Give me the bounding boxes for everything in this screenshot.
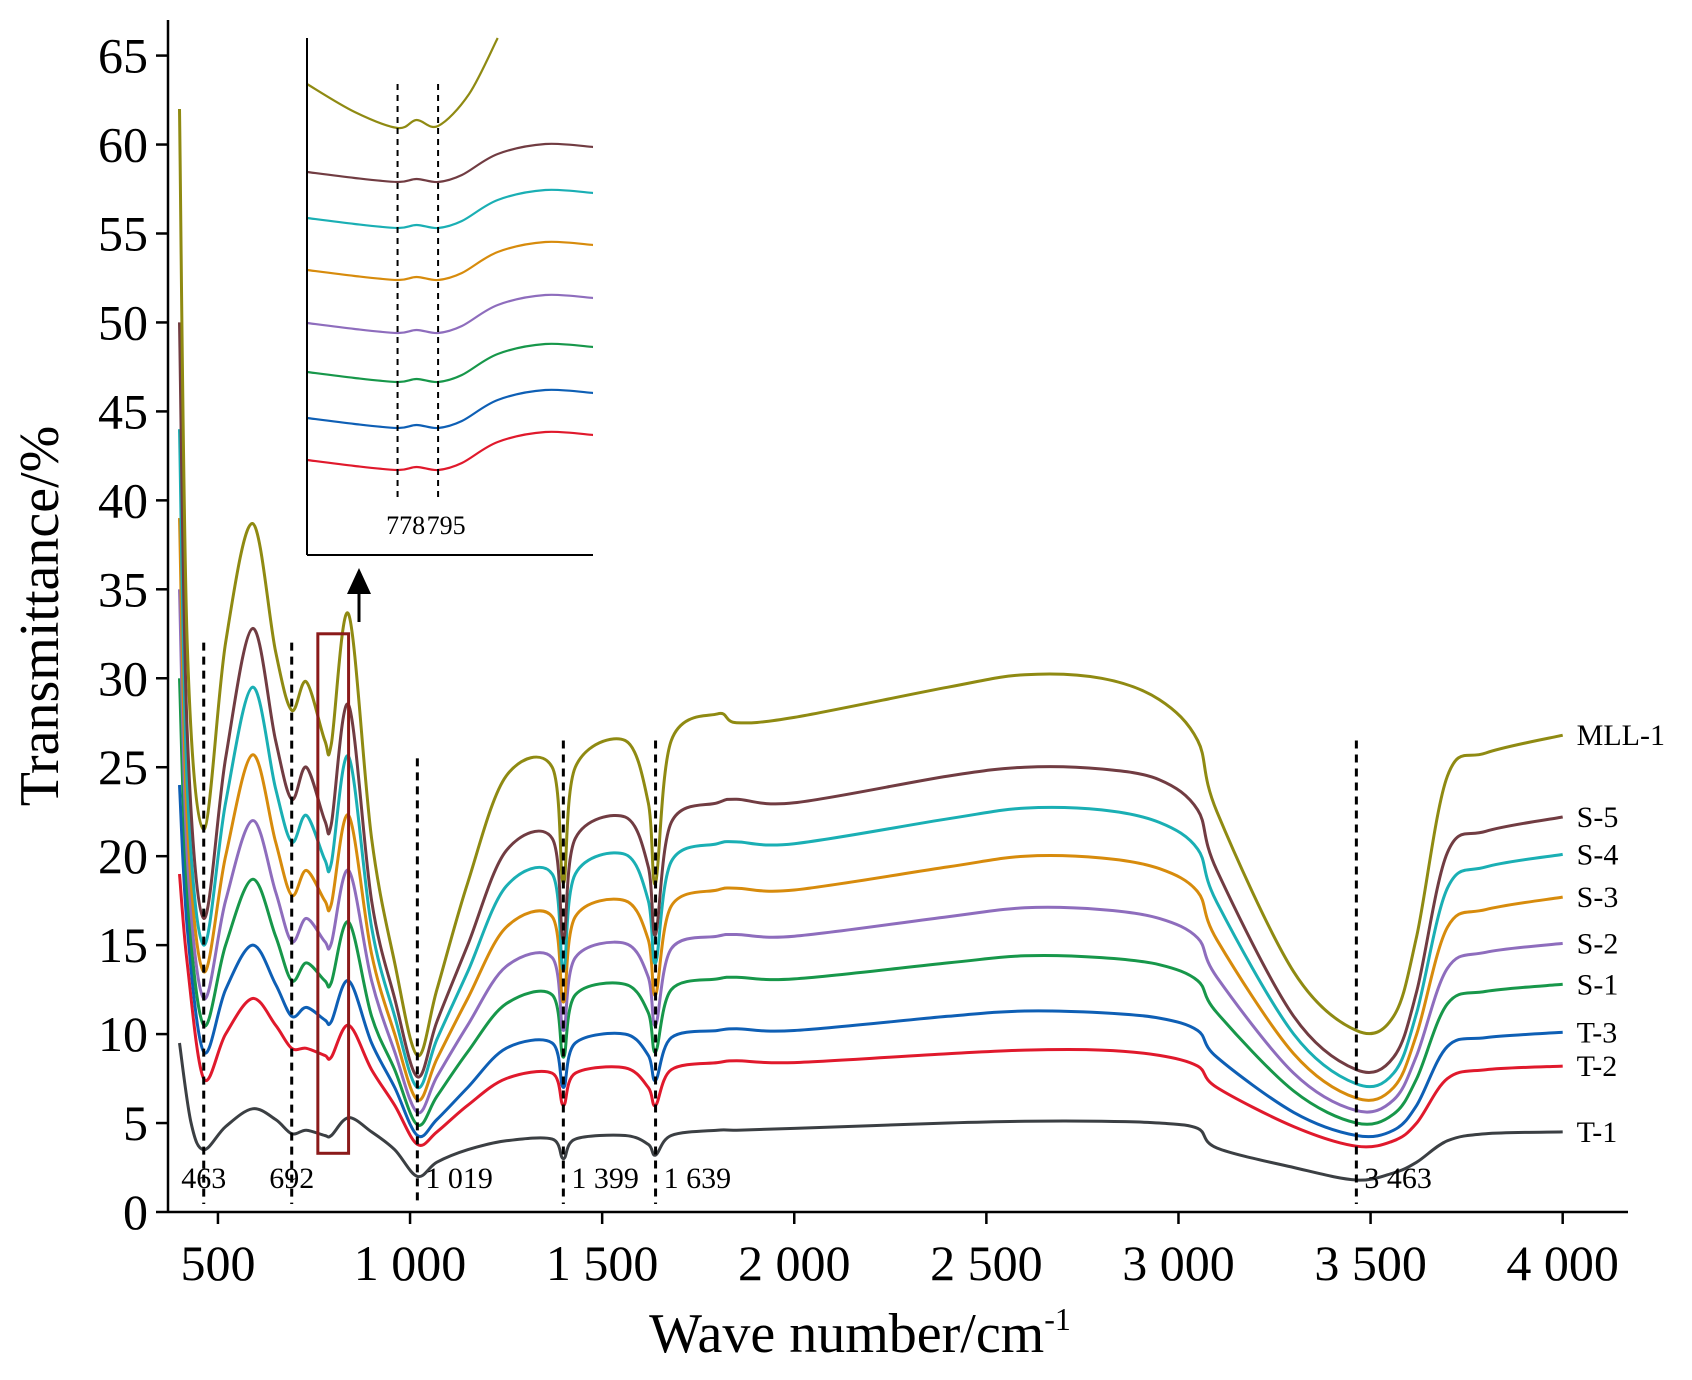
series-layer [178,108,1564,1182]
x-tick-label: 1 000 [354,1235,467,1291]
inset-series-layer [306,37,594,472]
series-line-s-3 [178,518,1563,1102]
y-tick-label: 30 [98,650,148,706]
axes: 0 5 10 15 20 25 30 35 40 45 50 55 60 65 500 1 000 1 500… [98,20,1628,1291]
inset-series-line-s-1 [306,342,594,384]
series-label-s-5: S-5 [1577,801,1619,834]
series-label-s-3: S-3 [1577,881,1619,914]
series-line-s-1 [178,678,1563,1127]
peak-label: 1 019 [425,1162,493,1195]
y-tick-label: 35 [98,561,148,617]
y-tick-label: 60 [98,117,148,173]
x-tick-label: 3 000 [1122,1235,1235,1291]
y-ticks: 0 5 10 15 20 25 30 35 40 45 50 55 60 65 [98,28,168,1240]
x-tick-label: 3 500 [1314,1235,1427,1291]
up-arrow-icon [347,568,371,622]
y-tick-label: 50 [98,294,148,350]
x-tick-label: 500 [180,1235,255,1291]
inset-series-line-mll-1 [306,37,499,130]
y-tick-label: 45 [98,383,148,439]
series-line-s-5 [178,322,1563,1079]
series-line-s-4 [178,429,1563,1090]
x-tick-label: 4 000 [1506,1235,1619,1291]
series-label-t-1: T-1 [1577,1116,1618,1149]
inset-series-line-s-4 [306,188,594,230]
x-ticks: 500 1 000 1 500 2 000 2 500 3 000 3 500 4 000 [180,1212,1619,1291]
y-tick-label: 40 [98,472,148,528]
series-label-t-3: T-3 [1577,1016,1618,1049]
y-tick-label: 10 [98,1006,148,1062]
highlight-box [316,632,351,1155]
series-label-s-4: S-4 [1577,838,1619,871]
inset-chart: 778 795 [306,37,594,556]
inset-series-line-s-5 [306,142,594,184]
x-axis-title-text: Wave number/cm [649,1303,1044,1365]
series-label-t-2: T-2 [1577,1050,1618,1083]
y-tick-label: 20 [98,828,148,884]
x-axis-title: Wave number/cm-1 [649,1301,1071,1365]
y-tick-label: 25 [98,739,148,795]
series-label-s-2: S-2 [1577,927,1619,960]
inset-series-line-s-3 [306,240,594,282]
inset-markers: 778 795 [386,84,466,540]
y-tick-label: 65 [98,28,148,84]
y-tick-label: 15 [98,917,148,973]
inset-marker-label: 795 [427,511,466,540]
series-labels: T-1 T-2T-3 S-1 S-2 S-3 S-4 S-5 MLL-1 [1577,719,1665,1149]
x-tick-label: 2 500 [930,1235,1043,1291]
peak-label: 3 463 [1364,1162,1432,1195]
y-tick-label: 5 [123,1095,148,1151]
peak-label: 692 [269,1162,314,1195]
x-tick-label: 2 000 [738,1235,851,1291]
series-line-t-3 [178,784,1563,1139]
series-label-mll-1: MLL-1 [1577,719,1665,752]
peak-markers: 463 692 1 019 1 399 1 639 3 463 [181,642,1432,1204]
inset-series-line-t-2 [306,430,594,472]
peak-label: 1 639 [664,1162,732,1195]
series-label-s-1: S-1 [1577,968,1619,1001]
peak-label: 463 [181,1162,226,1195]
y-tick-label: 0 [123,1184,148,1240]
y-axis-title: Transmittance/% [9,426,71,807]
peak-label: 1 399 [571,1162,639,1195]
series-line-t-2 [178,873,1563,1149]
series-line-t-1 [178,1042,1563,1182]
inset-series-line-t-3 [306,388,594,430]
inset-series-line-s-2 [306,293,594,335]
series-line-s-2 [178,589,1563,1115]
x-tick-label: 1 500 [546,1235,659,1291]
inset-marker-label: 778 [386,511,425,540]
x-axis-title-superscript: -1 [1044,1301,1071,1337]
y-tick-label: 55 [98,205,148,261]
